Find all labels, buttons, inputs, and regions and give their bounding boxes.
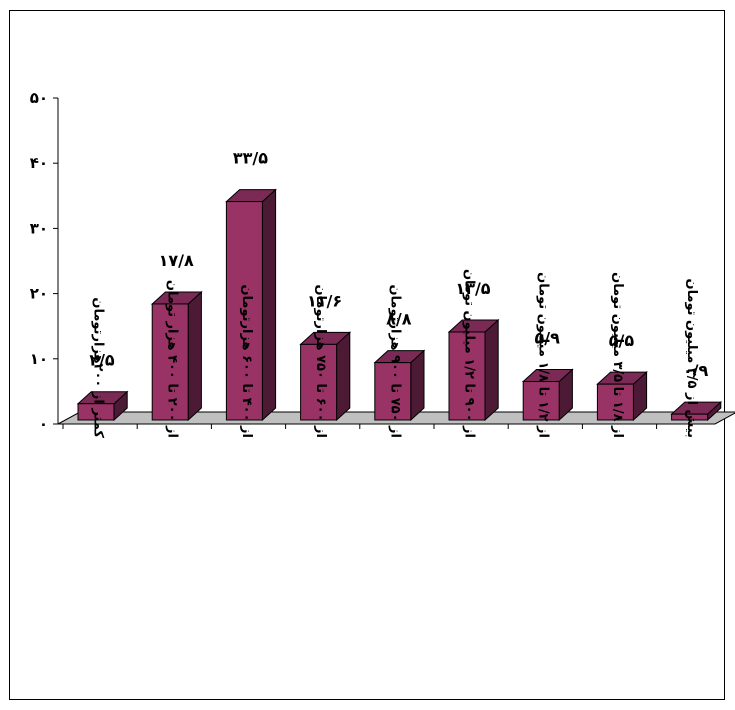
bar bbox=[671, 413, 709, 421]
bar bbox=[151, 303, 189, 421]
category-label: بیش از ٣/۵ میلیون تومان bbox=[684, 278, 699, 438]
chart-frame bbox=[9, 10, 725, 700]
category-label: از ١/٨ تا ٣/۵ میلیون تومان bbox=[610, 272, 625, 438]
y-tick-label: ٠ bbox=[39, 415, 48, 433]
data-label: ١١/۶ bbox=[307, 291, 342, 310]
category-label: از ٩٠٠ تا ١/٢ میلیون تومان bbox=[462, 269, 477, 438]
bar bbox=[596, 383, 634, 421]
y-tick-label: ٣٠ bbox=[30, 219, 48, 237]
data-label: ١٧/٨ bbox=[159, 251, 194, 270]
data-label: ٠/٩ bbox=[683, 361, 709, 380]
y-tick-label: ۴٠ bbox=[30, 154, 48, 172]
bar bbox=[374, 362, 412, 421]
y-tick-label: ٢٠ bbox=[30, 285, 48, 303]
category-label: از ١/٢ تا ١/٨ میلیون تومان bbox=[536, 272, 551, 438]
category-label: از ۶٠٠ تا ٧۵٠ هزارتومان bbox=[313, 284, 328, 438]
category-label: از ٧۵٠ تا ٩٠٠ هزارتومان bbox=[387, 284, 402, 438]
bar-side bbox=[484, 318, 499, 422]
bar bbox=[225, 201, 263, 421]
data-label: ٨/٨ bbox=[386, 310, 412, 329]
data-label: ١٣/۵ bbox=[455, 279, 490, 298]
bar bbox=[522, 381, 560, 421]
bar bbox=[448, 331, 486, 421]
y-tick-label: ۵٠ bbox=[30, 89, 48, 107]
category-label: از ٢٠٠ تا ۴٠٠ هزار تومان bbox=[165, 280, 180, 438]
category-label: کمتر از ٢٠٠هزارتومان bbox=[91, 297, 106, 438]
data-label: ۵/٩ bbox=[535, 329, 561, 348]
data-label: ۵/۵ bbox=[609, 331, 635, 350]
bar bbox=[300, 343, 338, 421]
y-tick-label: ١٠ bbox=[30, 350, 48, 368]
data-label: ٣٣/۵ bbox=[233, 149, 268, 168]
bar-side bbox=[187, 290, 202, 422]
bar bbox=[77, 403, 115, 421]
category-label: از ۴٠٠ تا ۶٠٠ هزارتومان bbox=[239, 284, 254, 438]
bar-side bbox=[261, 188, 277, 422]
bar-side bbox=[336, 331, 351, 422]
data-label: ٢/۵ bbox=[89, 351, 115, 370]
